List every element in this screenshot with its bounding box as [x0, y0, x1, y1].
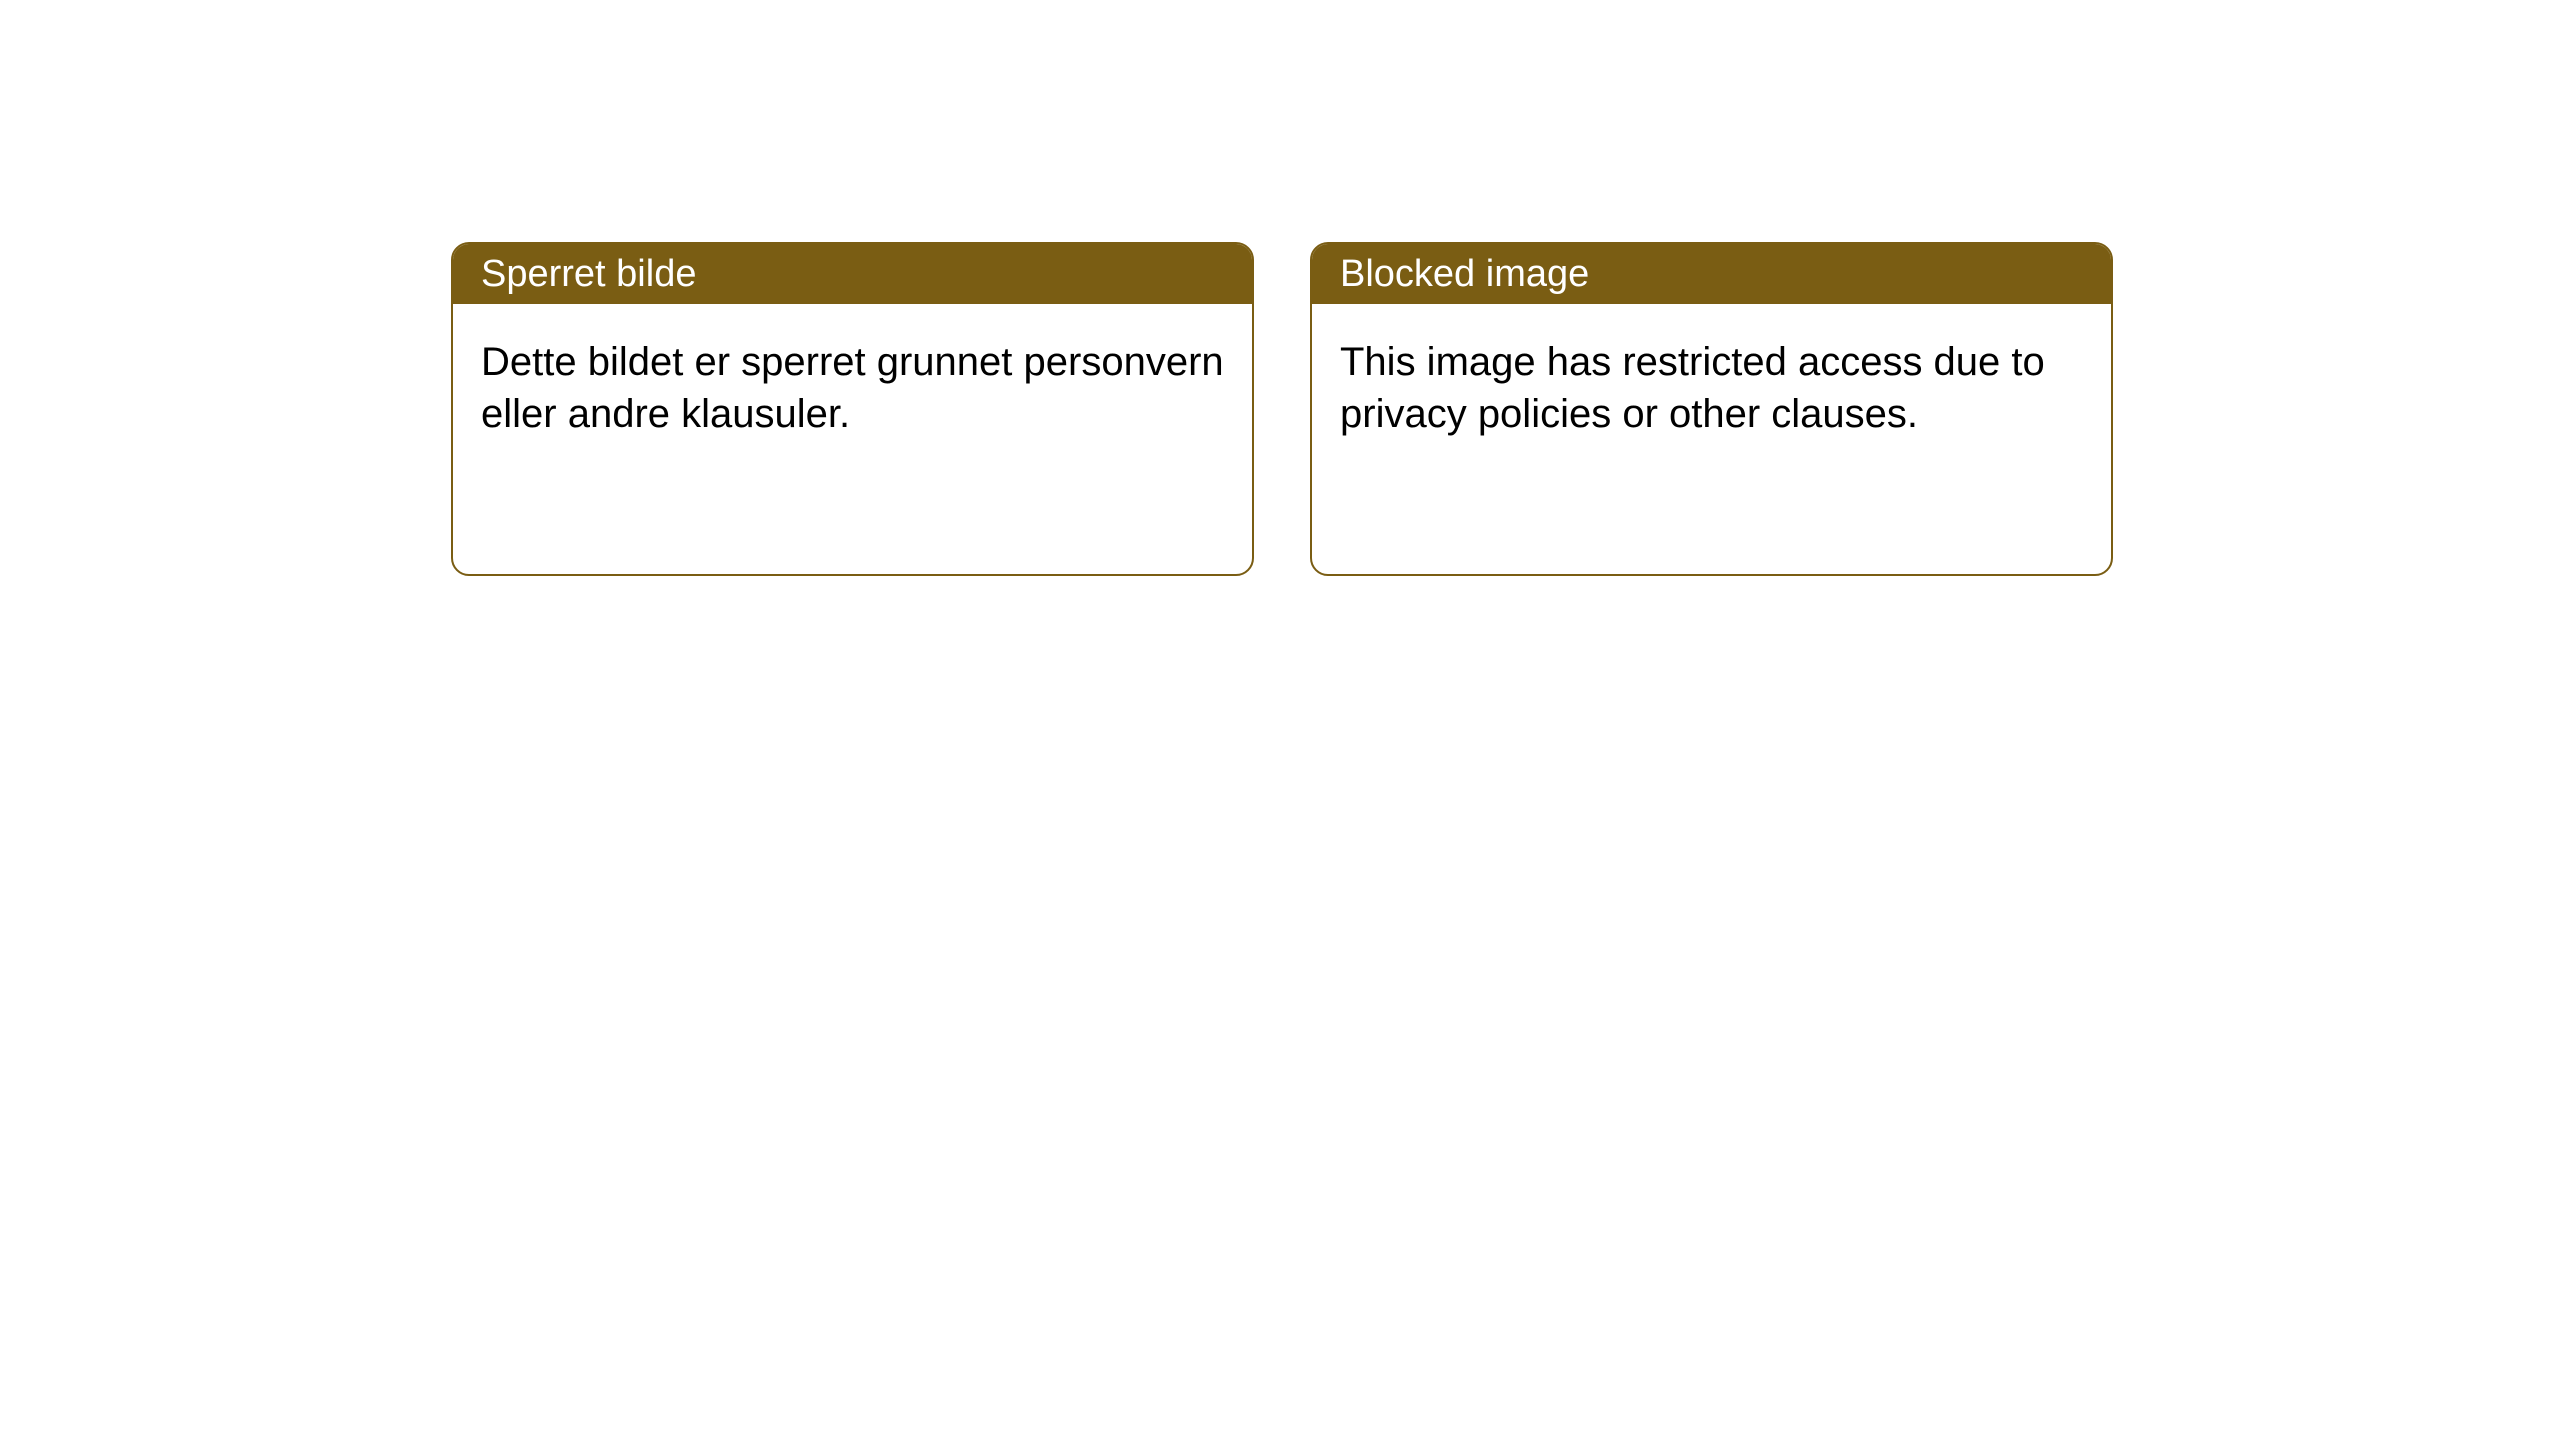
notice-container: Sperret bilde Dette bildet er sperret gr…: [0, 0, 2560, 576]
notice-card-english: Blocked image This image has restricted …: [1310, 242, 2113, 576]
notice-title: Blocked image: [1340, 253, 1589, 296]
notice-body: Dette bildet er sperret grunnet personve…: [453, 304, 1252, 472]
notice-title: Sperret bilde: [481, 253, 696, 296]
notice-card-norwegian: Sperret bilde Dette bildet er sperret gr…: [451, 242, 1254, 576]
notice-text: Dette bildet er sperret grunnet personve…: [481, 340, 1224, 436]
notice-header: Blocked image: [1312, 244, 2111, 304]
notice-body: This image has restricted access due to …: [1312, 304, 2111, 472]
notice-text: This image has restricted access due to …: [1340, 340, 2045, 436]
notice-header: Sperret bilde: [453, 244, 1252, 304]
